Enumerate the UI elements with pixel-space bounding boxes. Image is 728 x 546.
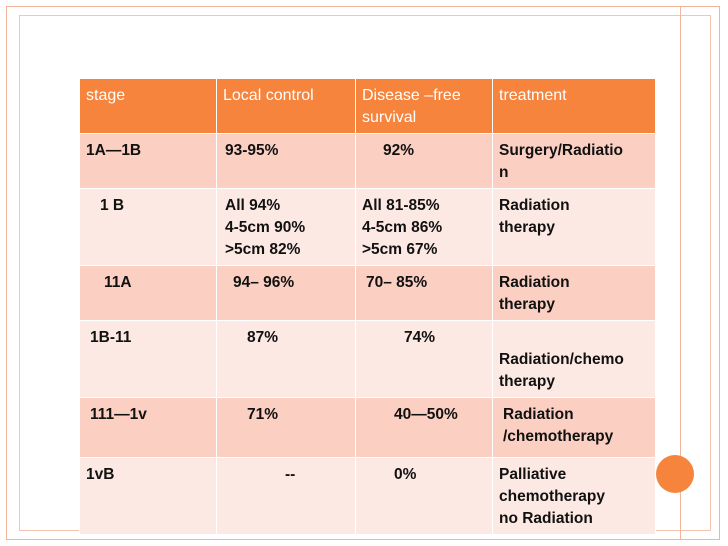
cell-local-control: 71% — [216, 397, 356, 458]
cell-treatment: Radiation/chemo therapy — [492, 320, 656, 398]
cell-local-control: 94– 96% — [216, 265, 356, 321]
cell-local-control: -- — [216, 457, 356, 535]
cell-stage: 11A — [79, 265, 217, 321]
cell-local-control: 87% — [216, 320, 356, 398]
table-row: 1 B All 94% 4-5cm 90% >5cm 82% All 81-85… — [79, 188, 656, 266]
header-stage: stage — [79, 78, 217, 134]
cell-disease-free-survival: 74% — [355, 320, 493, 398]
header-local-control: Local control — [216, 78, 356, 134]
cell-stage: 111—1v — [79, 397, 217, 458]
table-row: 1B-11 87% 74% Radiation/chemo therapy — [79, 320, 656, 398]
cell-treatment: Palliative chemotherapy no Radiation — [492, 457, 656, 535]
table-header-row: stage Local control Disease –free surviv… — [79, 78, 656, 134]
cell-disease-free-survival: 92% — [355, 133, 493, 189]
table-row: 1vB -- 0% Palliative chemotherapy no Rad… — [79, 457, 656, 535]
cell-stage: 1 B — [79, 188, 217, 266]
cell-treatment: Radiation therapy — [492, 188, 656, 266]
cell-stage: 1vB — [79, 457, 217, 535]
cell-stage: 1B-11 — [79, 320, 217, 398]
table-row: 1A—1B 93-95% 92% Surgery/Radiatio n — [79, 133, 656, 189]
slide-divider-line — [680, 6, 681, 540]
cell-stage: 1A—1B — [79, 133, 217, 189]
cell-disease-free-survival: 40—50% — [355, 397, 493, 458]
cell-treatment: Radiation /chemotherapy — [492, 397, 656, 458]
table-row: 11A 94– 96% 70– 85% Radiation therapy — [79, 265, 656, 321]
survival-table: stage Local control Disease –free surviv… — [79, 78, 656, 535]
header-treatment: treatment — [492, 78, 656, 134]
cell-treatment: Surgery/Radiatio n — [492, 133, 656, 189]
cell-treatment: Radiation therapy — [492, 265, 656, 321]
cell-local-control: All 94% 4-5cm 90% >5cm 82% — [216, 188, 356, 266]
header-disease-free-survival: Disease –free survival — [355, 78, 493, 134]
cell-disease-free-survival: All 81-85% 4-5cm 86% >5cm 67% — [355, 188, 493, 266]
decorative-circle — [656, 455, 694, 493]
table-row: 111—1v 71% 40—50% Radiation /chemotherap… — [79, 397, 656, 458]
cell-disease-free-survival: 70– 85% — [355, 265, 493, 321]
cell-disease-free-survival: 0% — [355, 457, 493, 535]
cell-local-control: 93-95% — [216, 133, 356, 189]
